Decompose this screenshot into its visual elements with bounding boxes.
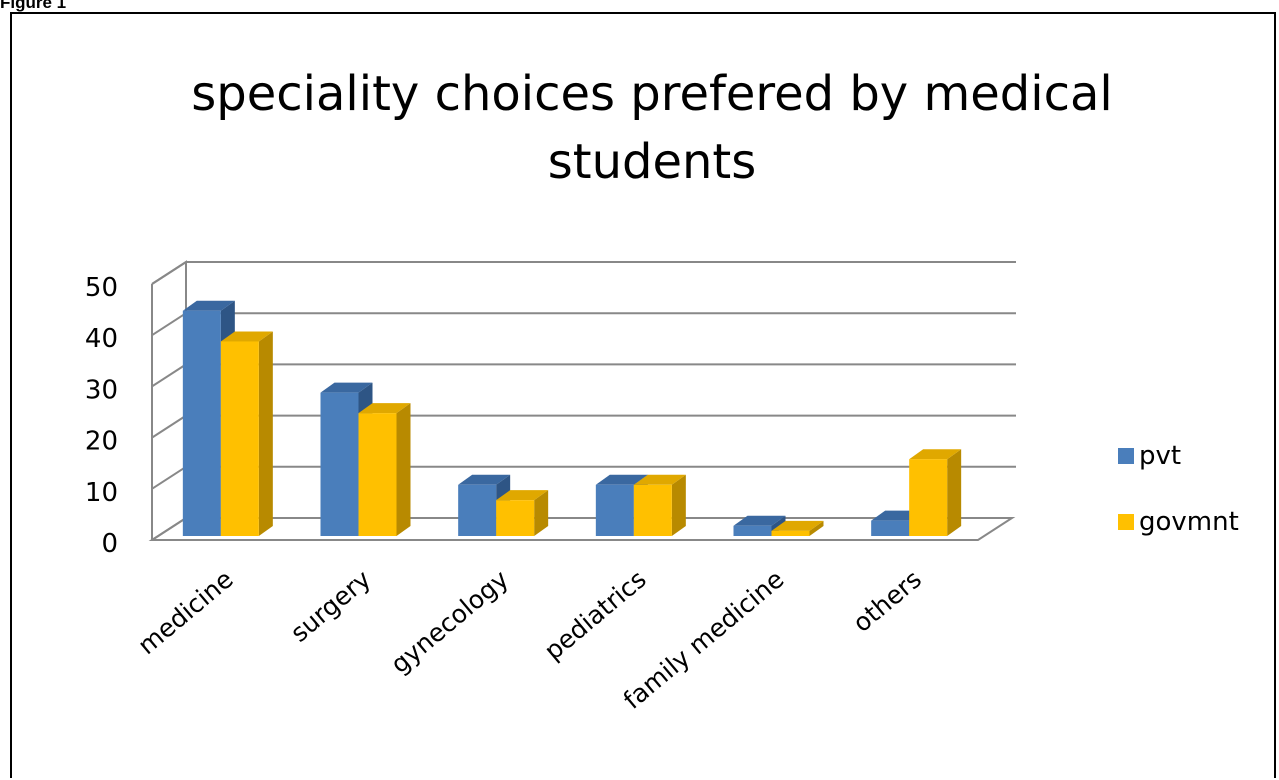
y-tick-label: 10 [85, 478, 118, 508]
bar-top [182, 300, 235, 311]
y-axis-ticks: 0 10 20 30 40 50 [85, 273, 118, 559]
bar-front [909, 459, 948, 536]
bar-front [182, 310, 221, 536]
x-axis-labels: medicine surgery gynecology pediatricsfamil… [132, 564, 927, 715]
bar-front [220, 341, 259, 536]
x-tick-label: gynecology [385, 564, 514, 679]
legend-swatch [1118, 514, 1134, 530]
legend-label: pvt [1139, 441, 1181, 471]
bar-side [809, 520, 824, 536]
bar-side [947, 449, 962, 536]
gridline-diagonal [151, 465, 187, 490]
gridline-diagonal [151, 312, 187, 337]
x-tick-label: medicine [132, 564, 238, 660]
legend-label: govmnt [1139, 507, 1239, 537]
bar-side [258, 331, 273, 536]
x-tick-label: surgery [285, 564, 377, 647]
floor [148, 517, 1016, 541]
bar-front [458, 484, 497, 536]
bar-govmnt-5 [909, 449, 962, 536]
bar-top [733, 515, 786, 526]
y-tick-label: 50 [85, 273, 118, 303]
bar-side [396, 403, 411, 536]
bar-side [534, 490, 549, 536]
bar-front [771, 530, 810, 536]
x-tick-label: pediatrics [539, 564, 652, 665]
figure-label: Figure 1 [0, 0, 67, 12]
bar-front [496, 500, 535, 536]
bar-front [871, 520, 910, 536]
chart-title-line-1: speciality choices prefered by medical [191, 66, 1112, 122]
bar-top [633, 474, 686, 485]
bar-front [358, 413, 397, 536]
y-tick-label: 40 [85, 324, 118, 354]
bar-front [733, 525, 772, 536]
bar-govmnt-2 [496, 490, 549, 536]
bar-govmnt-4 [771, 520, 824, 536]
legend-item-pvt: pvt [1118, 441, 1181, 471]
bar-front [320, 392, 359, 536]
bar-top [909, 449, 962, 460]
y-tick-label: 20 [85, 427, 118, 457]
legend: pvt govmnt [1118, 441, 1239, 537]
bar-top [358, 403, 411, 414]
y-tick-label: 30 [85, 375, 118, 405]
bar-front [633, 484, 672, 536]
bar-govmnt-3 [633, 474, 686, 536]
bar-top [496, 490, 549, 501]
bar-side [671, 474, 686, 536]
gridline-diagonal [151, 414, 187, 439]
bar-top [220, 331, 273, 342]
gridline-diagonal [151, 363, 187, 388]
bar-top [771, 520, 824, 531]
bar-top [320, 382, 373, 393]
chart-title: speciality choices prefered by medical s… [191, 66, 1112, 190]
chart-title-line-2: students [548, 134, 757, 190]
x-tick-label: others [847, 564, 927, 637]
bar-govmnt-0 [220, 331, 273, 536]
chart-walls [148, 260, 1016, 541]
bar-top [595, 474, 648, 485]
gridline-diagonal [151, 261, 187, 285]
bar-top [458, 474, 511, 485]
bars [182, 300, 962, 536]
bar-front [595, 484, 634, 536]
legend-item-govmnt: govmnt [1118, 507, 1239, 537]
bar-govmnt-1 [358, 403, 411, 536]
gridlines [151, 261, 1016, 490]
y-tick-label: 0 [101, 529, 118, 559]
left-wall [151, 260, 187, 541]
legend-swatch [1118, 448, 1134, 464]
